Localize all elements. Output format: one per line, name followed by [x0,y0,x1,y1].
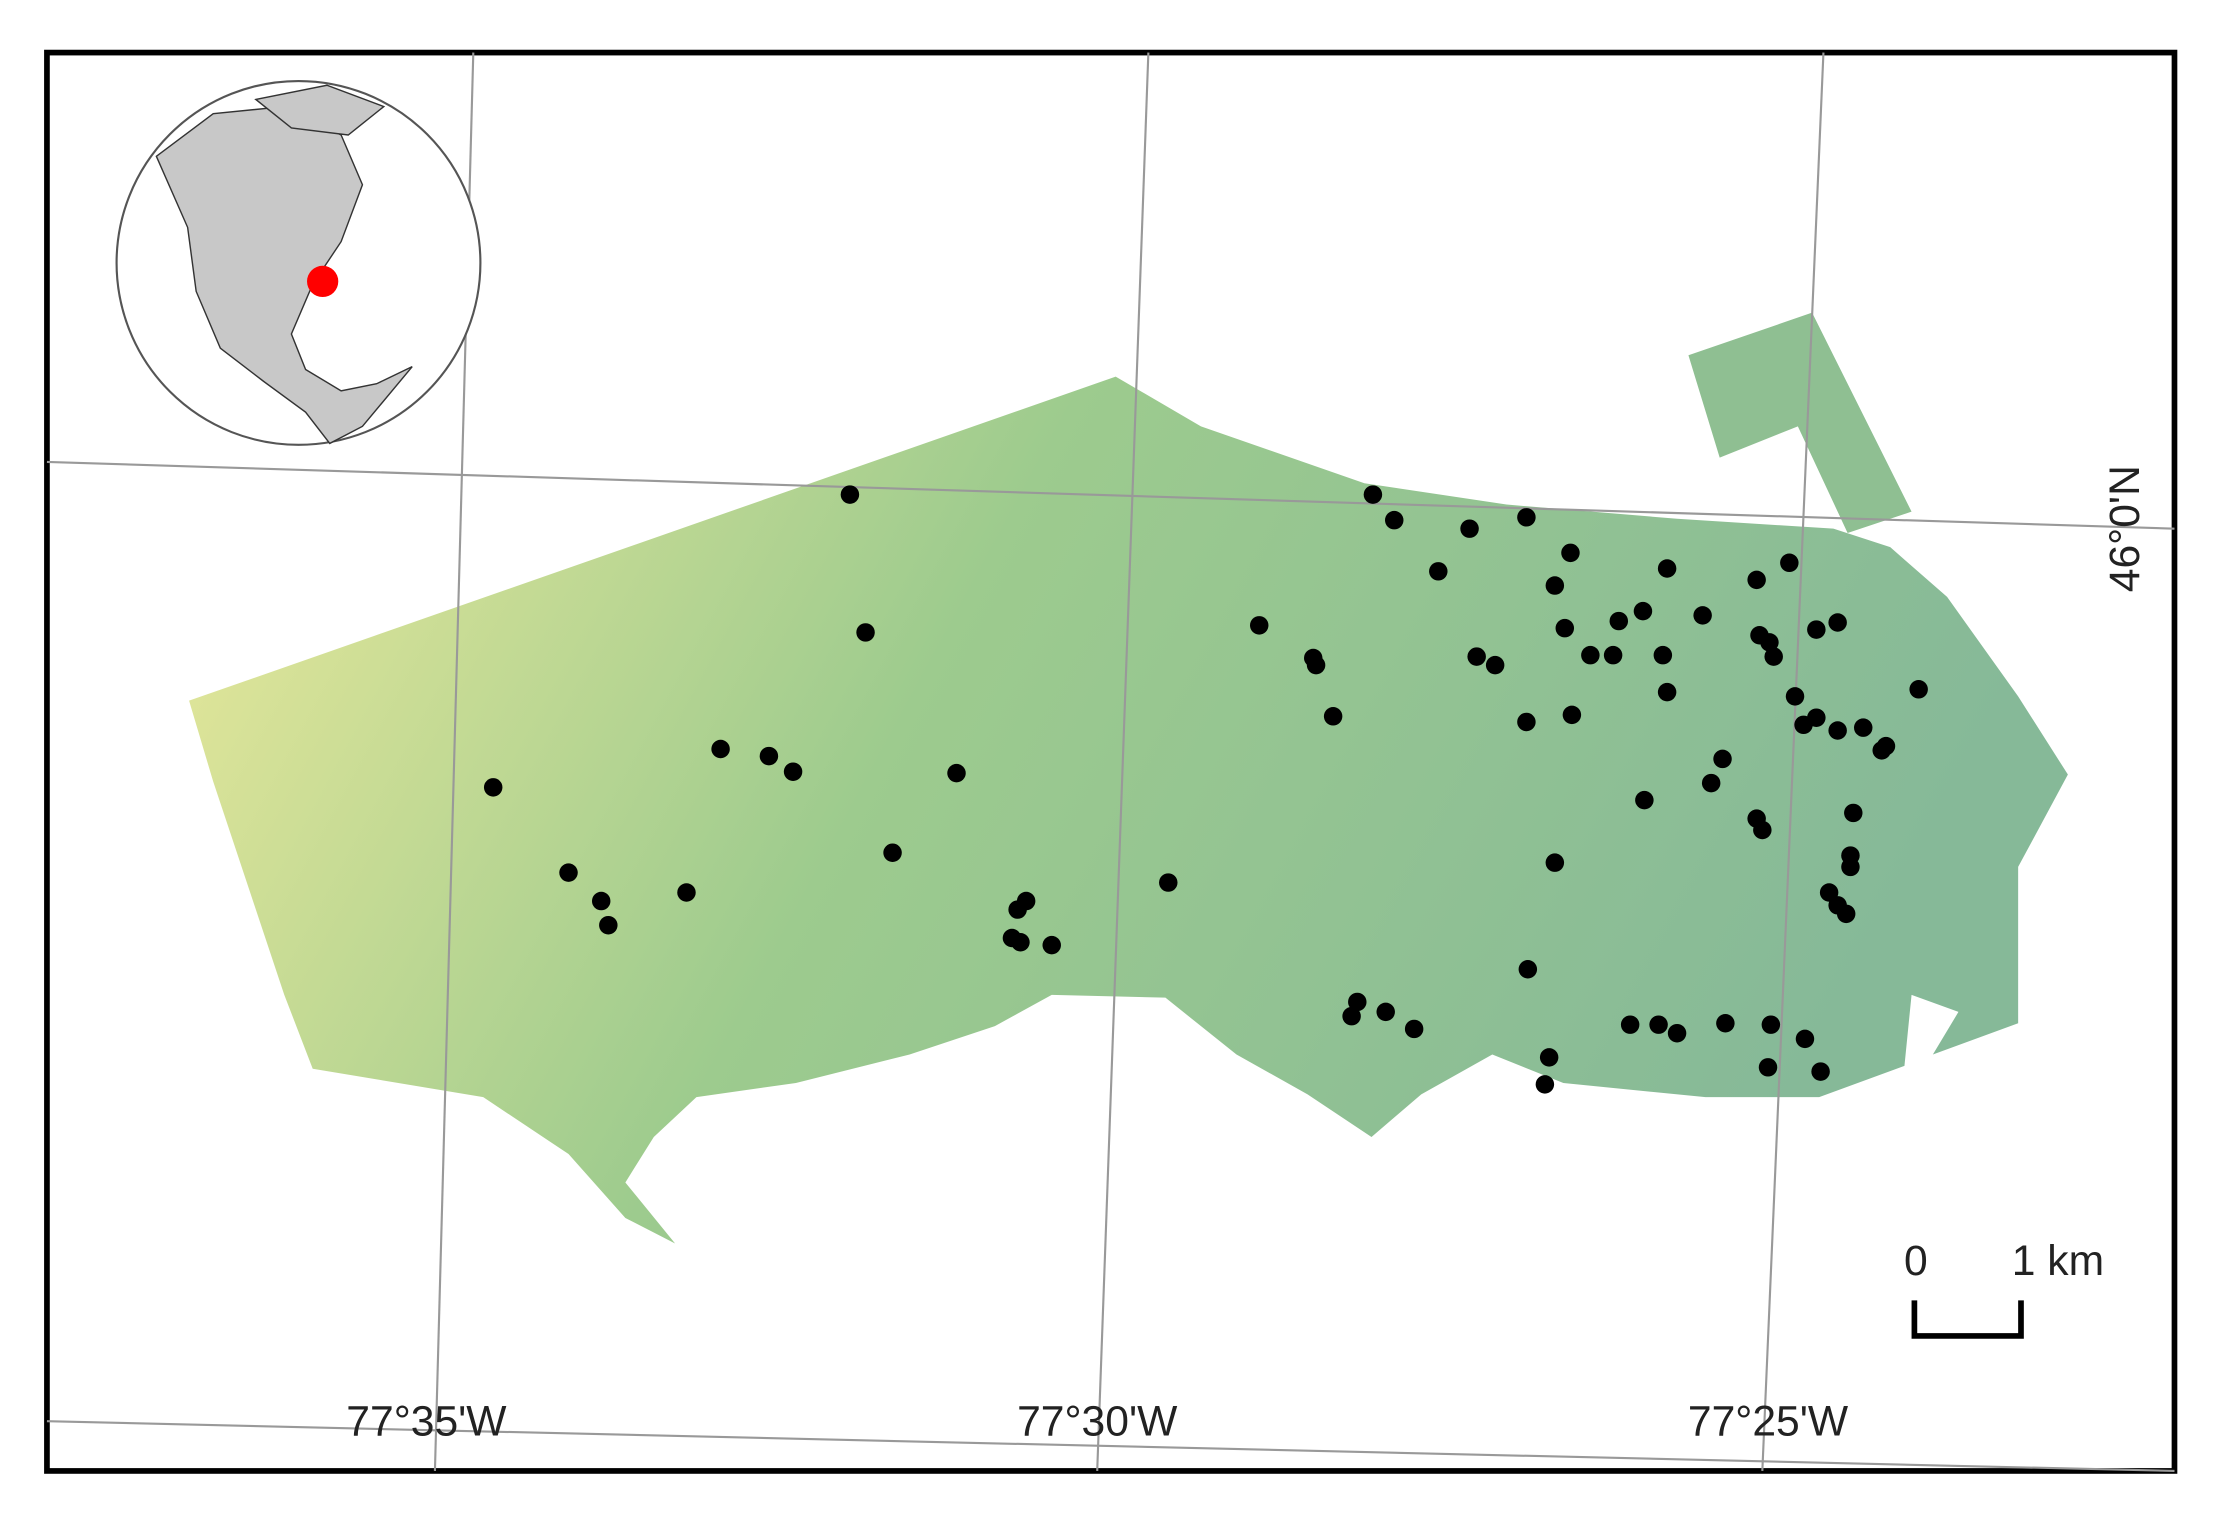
sample-site [711,739,730,759]
longitude-label: 77°25'W [1688,1397,1849,1445]
sample-site [1795,1029,1815,1049]
sample-site [1909,680,1928,699]
sample-site [1404,1019,1424,1039]
sample-site [1545,576,1565,595]
sample-site [1620,1015,1640,1034]
sample-site [1535,1075,1555,1094]
terrain [189,376,2068,1244]
sample-site [1042,935,1061,955]
sample-site [759,746,779,766]
sample-site [1518,960,1538,979]
sample-site [1545,853,1565,872]
sample-site [599,915,618,935]
scale-end: 1 km [2012,1237,2104,1285]
sample-site [1581,645,1600,665]
sample-site [1828,613,1847,632]
sample-site [591,891,611,911]
sample-site [1363,485,1383,504]
sample-site [1653,645,1673,665]
sample-site [1635,790,1654,810]
sample-site [1323,707,1343,726]
sample-site [1561,543,1580,563]
terrain-parcel [1688,312,1912,533]
sample-site [1609,611,1629,631]
sample-site [1011,933,1030,952]
sample-site [883,843,902,862]
sample-site [1348,992,1367,1012]
sample-site [1649,1015,1668,1034]
sample-site [1841,857,1860,877]
sample-site [1657,559,1677,578]
scale-bar [1911,1300,2024,1339]
sample-site [1429,562,1448,581]
sample-site [483,778,503,797]
sample-site [1807,708,1826,727]
longitude-label: 77°30'W [1017,1397,1178,1445]
sample-site [1713,749,1732,769]
sample-site [1811,1062,1830,1081]
sample-site [1159,873,1178,892]
sample-site [1555,618,1575,638]
sample-site [1657,682,1677,702]
sample-site [1485,655,1505,675]
sample-site [559,863,578,882]
sample-site [1385,510,1404,530]
sample-site [1562,705,1582,725]
sample-site [1539,1048,1559,1067]
sample-site [1701,773,1721,793]
sample-site [1753,820,1772,840]
sample-site [1342,1006,1361,1026]
sample-site [1844,803,1863,823]
globe-inset [115,79,482,446]
sample-site [1016,891,1036,911]
sample-site [783,762,803,781]
sample-site [1761,1015,1781,1034]
sample-site [1517,712,1536,732]
sample-site [1807,620,1826,639]
sample-site [1603,645,1623,665]
sample-site [1693,606,1712,625]
sample-site [677,883,696,902]
sample-site [1306,655,1326,675]
sample-site [1760,633,1779,652]
sample-site [1747,570,1766,590]
sample-site [1633,601,1653,621]
latitude-label: 46°0'N [2101,465,2149,592]
sample-site [1876,736,1896,756]
sample-site [947,763,966,783]
sample-site [856,623,875,642]
sample-site [1249,616,1269,635]
sample-site [1764,647,1783,666]
scale-start: 0 [1904,1237,1928,1285]
sample-site [1853,718,1873,737]
sample-site [1785,687,1805,706]
sample-site [1517,508,1536,527]
sample-site [1836,904,1856,924]
sample-site [1780,553,1799,573]
sample-site [1828,721,1847,740]
longitude-label: 77°35'W [346,1397,507,1445]
sample-site [1460,519,1479,538]
sample-site [1376,1002,1395,1022]
graticule [46,52,2175,1473]
sample-site [1467,647,1486,666]
sample-sites [483,485,1928,1094]
sample-site [1716,1014,1735,1033]
sample-site [840,485,860,504]
sample-site [1667,1023,1687,1043]
sample-site [1758,1058,1778,1077]
